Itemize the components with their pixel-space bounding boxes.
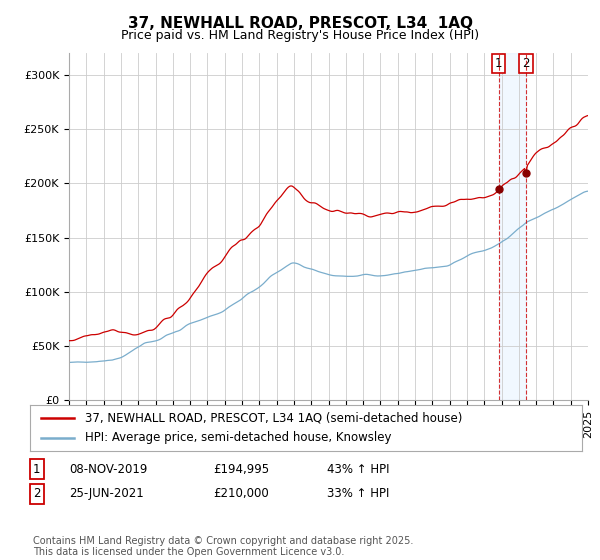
Text: 25-JUN-2021: 25-JUN-2021: [69, 487, 144, 501]
Text: Price paid vs. HM Land Registry's House Price Index (HPI): Price paid vs. HM Land Registry's House …: [121, 29, 479, 42]
Text: 37, NEWHALL ROAD, PRESCOT, L34 1AQ (semi-detached house): 37, NEWHALL ROAD, PRESCOT, L34 1AQ (semi…: [85, 411, 463, 424]
Text: Contains HM Land Registry data © Crown copyright and database right 2025.
This d: Contains HM Land Registry data © Crown c…: [33, 535, 413, 557]
Text: HPI: Average price, semi-detached house, Knowsley: HPI: Average price, semi-detached house,…: [85, 431, 392, 445]
Text: 37, NEWHALL ROAD, PRESCOT, L34  1AQ: 37, NEWHALL ROAD, PRESCOT, L34 1AQ: [128, 16, 473, 31]
Text: 08-NOV-2019: 08-NOV-2019: [69, 463, 148, 476]
Text: £210,000: £210,000: [213, 487, 269, 501]
Text: 2: 2: [522, 57, 530, 69]
Text: 33% ↑ HPI: 33% ↑ HPI: [327, 487, 389, 501]
Text: 1: 1: [495, 57, 502, 69]
Bar: [499, 53, 526, 400]
Text: 43% ↑ HPI: 43% ↑ HPI: [327, 463, 389, 476]
Text: 1: 1: [33, 463, 41, 476]
Text: 2: 2: [33, 487, 41, 501]
Text: £194,995: £194,995: [213, 463, 269, 476]
